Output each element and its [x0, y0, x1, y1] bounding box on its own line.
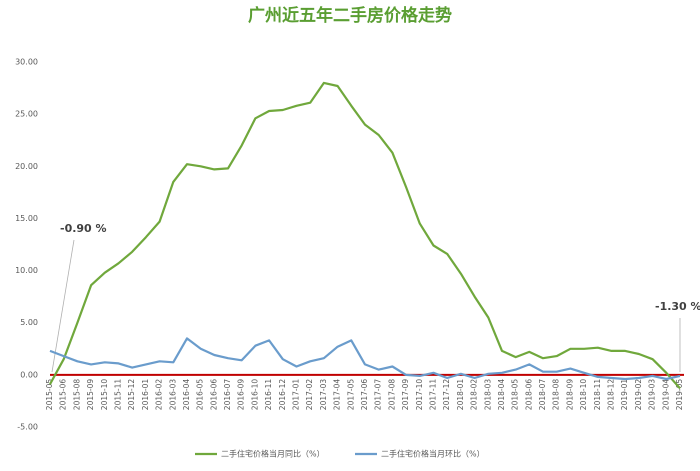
x-tick-label: 2019-02: [634, 379, 643, 411]
y-tick-label: 15.00: [15, 214, 38, 223]
x-tick-label: 2016-06: [209, 379, 218, 411]
x-tick-label: 2015-09: [86, 379, 95, 411]
x-tick-label: 2017-02: [305, 379, 314, 411]
x-tick-label: 2016-09: [237, 379, 246, 411]
x-tick-label: 2018-07: [538, 379, 547, 411]
y-tick-label: 5.00: [20, 318, 38, 327]
annotation-pointer: [51, 239, 75, 373]
y-tick-label: 0.00: [20, 370, 38, 379]
x-tick-label: 2016-01: [141, 379, 150, 411]
y-tick-label: -5.00: [17, 423, 38, 432]
x-tick-label: 2018-01: [456, 379, 465, 411]
annotation: -0.90 %: [60, 222, 107, 235]
x-tick-label: 2017-08: [387, 379, 396, 411]
y-tick-label: 30.00: [15, 58, 38, 67]
x-tick-label: 2018-03: [483, 379, 492, 411]
x-tick-label: 2015-08: [72, 379, 81, 411]
x-tick-label: 2016-03: [168, 379, 177, 411]
x-tick-label: 2019-03: [648, 379, 657, 411]
x-tick-label: 2015-10: [100, 379, 109, 411]
x-tick-label: 2019-05: [675, 379, 684, 411]
x-tick-label: 2015-11: [113, 379, 122, 411]
x-tick-label: 2016-07: [223, 379, 232, 411]
x-tick-label: 2017-01: [292, 379, 301, 411]
y-tick-label: 10.00: [15, 266, 38, 275]
x-tick-label: 2019-04: [661, 379, 670, 411]
x-tick-label: 2017-10: [415, 379, 424, 411]
annotation: -1.30 %: [655, 300, 700, 313]
y-tick-label: 25.00: [15, 110, 38, 119]
x-tick-label: 2018-08: [552, 379, 561, 411]
x-tick-label: 2016-12: [278, 379, 287, 411]
x-tick-label: 2017-09: [401, 379, 410, 411]
x-tick-label: 2017-12: [442, 379, 451, 411]
x-tick-label: 2016-02: [155, 379, 164, 411]
x-tick-label: 2018-12: [607, 379, 616, 411]
x-tick-label: 2018-09: [565, 379, 574, 411]
x-tick-label: 2016-10: [250, 379, 259, 411]
x-tick-label: 2018-11: [593, 379, 602, 411]
chart-title: 广州近五年二手房价格走势: [248, 5, 452, 26]
x-tick-label: 2018-02: [470, 379, 479, 411]
x-tick-label: 2019-01: [620, 379, 629, 411]
x-tick-label: 2017-04: [333, 379, 342, 411]
x-tick-label: 2016-04: [182, 379, 191, 411]
legend-label: 二手住宅价格当月环比（%）: [381, 449, 485, 459]
x-tick-label: 2017-07: [374, 379, 383, 411]
x-tick-label: 2018-04: [497, 379, 506, 411]
x-tick-label: 2015-06: [59, 379, 68, 411]
series-line: [49, 81, 681, 390]
x-tick-label: 2015-12: [127, 379, 136, 411]
y-tick-label: 20.00: [15, 162, 38, 171]
x-tick-label: 2017-05: [346, 379, 355, 411]
x-tick-label: 2018-05: [511, 379, 520, 411]
x-tick-label: 2018-06: [524, 379, 533, 411]
x-tick-label: 2016-11: [264, 379, 273, 411]
x-tick-label: 2015-05: [45, 379, 54, 411]
x-tick-label: 2017-06: [360, 379, 369, 411]
x-tick-label: 2018-10: [579, 379, 588, 411]
x-tick-label: 2016-05: [196, 379, 205, 411]
legend-label: 二手住宅价格当月同比（%）: [221, 449, 325, 459]
x-tick-label: 2017-11: [428, 379, 437, 411]
series-line: [49, 337, 681, 381]
x-tick-label: 2017-03: [319, 379, 328, 411]
